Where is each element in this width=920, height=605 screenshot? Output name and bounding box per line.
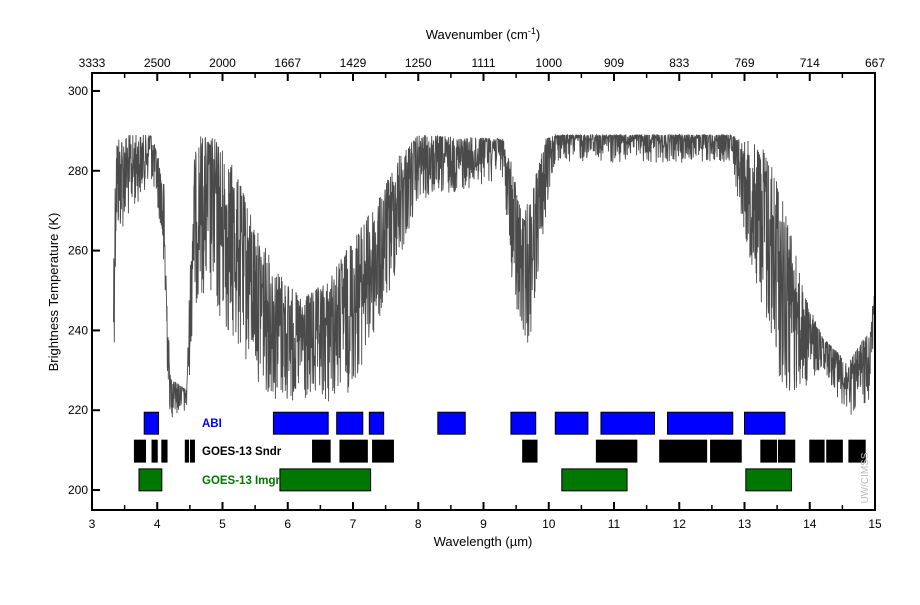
spectrum-line: [113, 133, 876, 418]
band-goes-13-sndr: [710, 439, 742, 463]
x2-tick-label: 1667: [274, 56, 301, 70]
band-goes-13-sndr: [777, 439, 796, 463]
band-goes-13-sndr: [659, 439, 708, 463]
band-goes-13-sndr: [809, 439, 825, 463]
x-tick-label: 13: [738, 517, 752, 531]
x2-tick-label: 1000: [535, 56, 562, 70]
x2-tick-label: 667: [865, 56, 885, 70]
x2-axis-title-sup: -1: [528, 26, 536, 36]
x-tick-label: 11: [608, 517, 621, 531]
band-goes-13-sndr: [190, 439, 195, 463]
x2-tick-label: 833: [669, 56, 689, 70]
y-tick-label: 260: [68, 244, 88, 258]
band-abi: [744, 411, 786, 435]
y-axis-title: Brightness Temperature (K): [46, 213, 61, 372]
x-tick-label: 7: [350, 517, 357, 531]
axis-ticks: 3333342500520006166771429812509111110100…: [68, 56, 885, 531]
x-tick-label: 12: [673, 517, 687, 531]
legend-label-abi: ABI: [202, 418, 222, 430]
band-abi: [336, 411, 364, 435]
x-tick-label: 15: [868, 517, 882, 531]
y-tick-label: 220: [68, 403, 88, 417]
band-goes-13-sndr: [760, 439, 777, 463]
instrument-bands: ABI GOES-13 Sndr GOES-13 Imgr: [133, 411, 866, 492]
band-goes-13-sndr: [184, 439, 190, 463]
x2-tick-label: 2500: [144, 56, 171, 70]
x-tick-label: 9: [480, 517, 487, 531]
band-goes-13-imgr: [138, 468, 163, 492]
x2-tick-label: 3333: [79, 56, 106, 70]
band-abi: [600, 411, 655, 435]
band-abi: [368, 411, 385, 435]
band-abi: [437, 411, 466, 435]
band-goes-13-sndr: [339, 439, 368, 463]
y-tick-label: 200: [68, 483, 88, 497]
legend-label-goes-13-sndr: GOES-13 Sndr: [202, 446, 282, 458]
band-goes-13-sndr: [848, 439, 866, 463]
band-goes-13-sndr: [133, 439, 147, 463]
band-goes-13-sndr: [161, 439, 168, 463]
x-tick-label: 3: [89, 517, 96, 531]
band-goes-13-imgr: [561, 468, 628, 492]
x-tick-label: 10: [542, 517, 556, 531]
band-abi: [554, 411, 589, 435]
band-abi: [143, 411, 160, 435]
band-goes-13-imgr: [279, 468, 372, 492]
x-tick-label: 4: [154, 517, 161, 531]
x2-tick-label: 769: [734, 56, 754, 70]
x-tick-label: 8: [415, 517, 422, 531]
band-goes-13-sndr: [522, 439, 538, 463]
x-axis-title: Wavelength (µm): [434, 534, 533, 549]
x2-axis-title-close: ): [536, 27, 540, 42]
x-tick-label: 14: [803, 517, 817, 531]
band-abi: [272, 411, 329, 435]
x-tick-label: 6: [284, 517, 291, 531]
x2-axis-title-main: Wavenumber (cm: [426, 27, 528, 42]
band-goes-13-sndr: [151, 439, 158, 463]
band-goes-13-imgr: [745, 468, 792, 492]
x2-tick-label: 1111: [471, 56, 495, 70]
y-tick-label: 280: [68, 164, 88, 178]
band-goes-13-sndr: [372, 439, 394, 463]
y-tick-label: 300: [68, 84, 88, 98]
legend-label-goes-13-imgr: GOES-13 Imgr: [202, 475, 280, 487]
x2-tick-label: 2000: [209, 56, 236, 70]
x-tick-label: 5: [219, 517, 226, 531]
x2-tick-label: 714: [800, 56, 820, 70]
x2-tick-label: 909: [604, 56, 624, 70]
band-abi: [667, 411, 734, 435]
band-goes-13-sndr: [312, 439, 331, 463]
x2-tick-label: 1250: [405, 56, 432, 70]
band-goes-13-sndr: [595, 439, 638, 463]
band-goes-13-sndr: [826, 439, 843, 463]
x2-tick-label: 1429: [340, 56, 367, 70]
spectrum-layer: [113, 133, 876, 418]
watermark: UW/CIMSS: [860, 452, 871, 503]
band-abi: [510, 411, 537, 435]
y-tick-label: 240: [68, 323, 88, 337]
x2-axis-title: Wavenumber (cm-1): [426, 26, 540, 42]
